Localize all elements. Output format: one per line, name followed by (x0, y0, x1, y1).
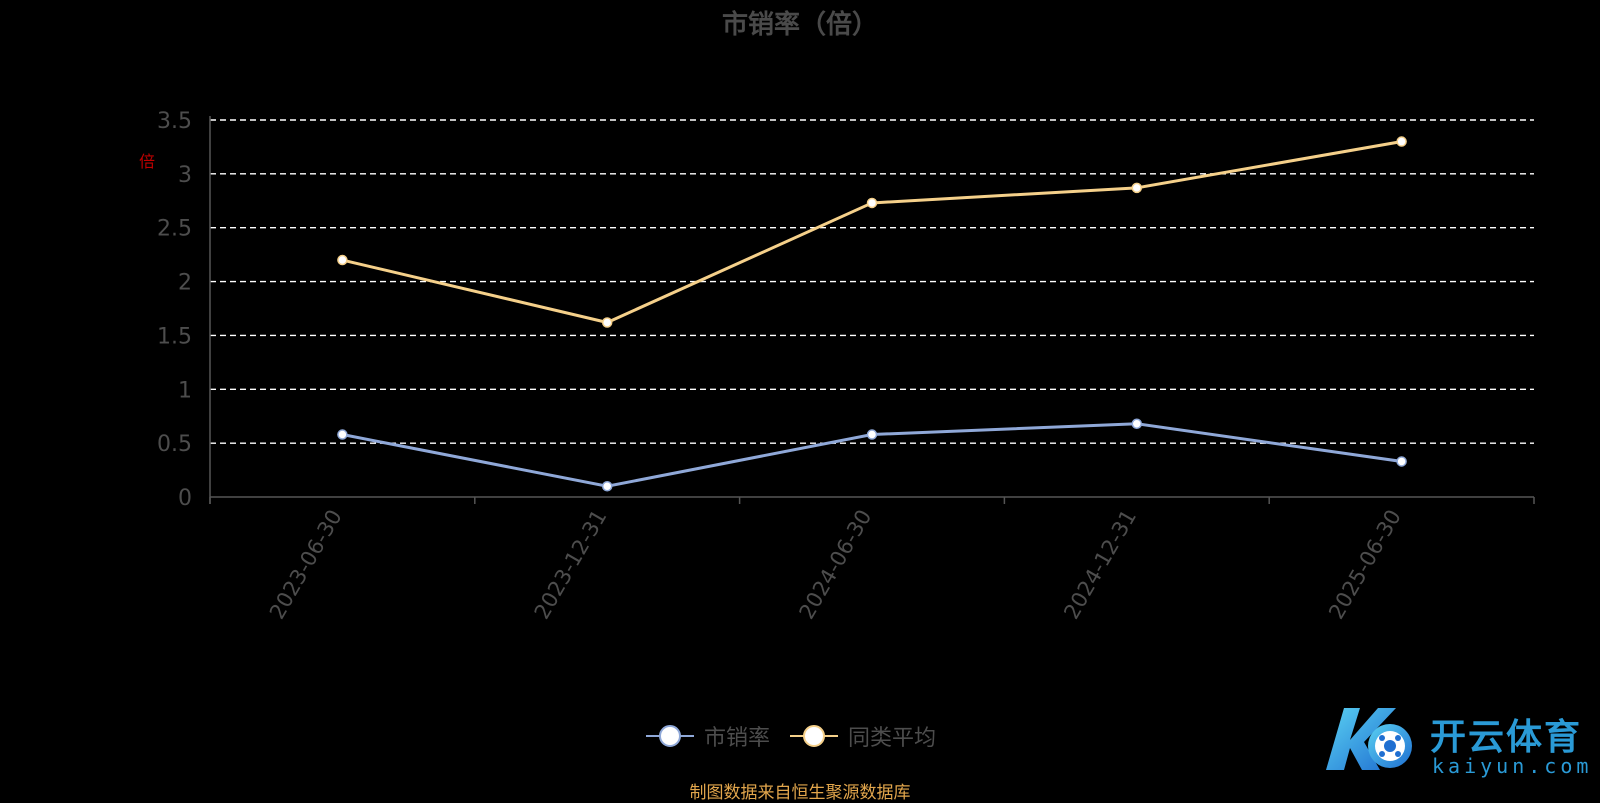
data-point-series-2 (1396, 136, 1407, 147)
data-point-series-1 (1131, 418, 1143, 430)
y-tick-label: 0 (178, 486, 192, 511)
data-point-series-1 (601, 480, 613, 492)
data-point-series-1 (866, 429, 878, 440)
y-axis-unit-label: 倍 (139, 152, 156, 171)
series-line-2 (342, 140, 1402, 325)
y-tick-label: 2 (178, 271, 192, 296)
x-tick-label: 2023-06-30 (265, 506, 347, 624)
y-tick-label: 3.5 (157, 109, 192, 134)
chart-title: 市销率（倍） (721, 10, 878, 40)
legend-item-series-1[interactable]: 市销率 (646, 720, 770, 752)
logo-wordmark: 开云体育 (1430, 717, 1583, 758)
legend: 市销率 同类平均 (646, 720, 936, 752)
x-tick-label: 2024-12-31 (1059, 506, 1141, 624)
data-point-series-1 (1396, 456, 1407, 467)
legend-swatch-series-2 (790, 724, 839, 748)
y-tick-label: 1.5 (157, 324, 192, 349)
y-tick-label: 1 (178, 378, 192, 403)
data-point-series-2 (601, 317, 613, 328)
legend-item-series-2[interactable]: 同类平均 (790, 720, 936, 752)
legend-label-series-1: 市销率 (704, 726, 771, 751)
data-point-series-1 (337, 429, 348, 440)
data-point-series-2 (866, 197, 878, 209)
kaiyun-logo-icon (1326, 708, 1412, 770)
y-tick-label: 2.5 (157, 217, 192, 242)
data-point-series-2 (1131, 182, 1143, 194)
y-tick-label: 0.5 (157, 432, 192, 457)
x-tick-label: 2025-06-30 (1324, 506, 1406, 624)
legend-label-series-2: 同类平均 (848, 726, 937, 751)
y-tick-label: 3 (178, 163, 192, 188)
x-tick-label: 2024-06-30 (795, 506, 877, 624)
data-point-series-2 (337, 254, 348, 266)
legend-swatch-series-1 (646, 724, 694, 748)
x-tick-label: 2023-12-31 (530, 506, 612, 624)
logo-domain: kaiyun.com (1432, 754, 1593, 778)
data-source-note: 制图数据来自恒生聚源数据库 (689, 783, 911, 803)
